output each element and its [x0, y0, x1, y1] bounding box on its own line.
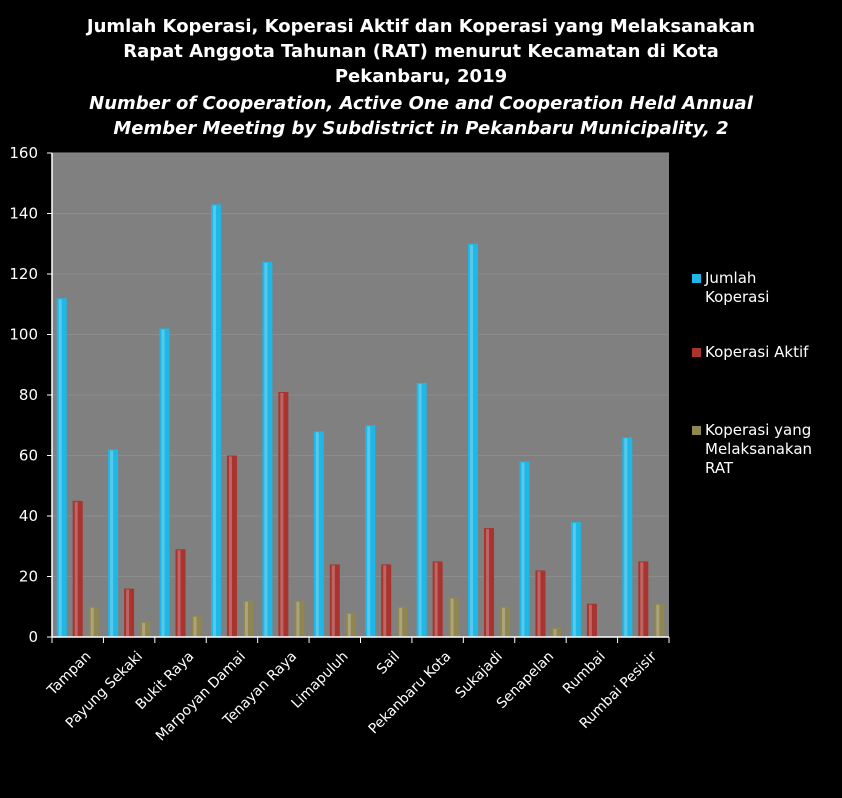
bar-koperasi-aktif-0 — [72, 500, 83, 637]
x-tick-label-8: Sukajadi — [453, 649, 506, 702]
bar-koperasi-yang-melaksanakan-rat-11 — [654, 603, 665, 637]
legend-label-0-line-1: Koperasi — [705, 288, 769, 306]
bar-koperasi-aktif-4 — [278, 391, 289, 637]
bar-koperasi-aktif-11 — [638, 561, 649, 637]
bar-koperasi-yang-melaksanakan-rat-8 — [500, 606, 511, 637]
legend-label-2-line-0: Koperasi yang — [705, 421, 811, 439]
bar-koperasi-aktif-7 — [432, 561, 443, 637]
bar-jumlah-koperasi-9 — [519, 461, 530, 637]
chart-title-line-2: Rapat Anggota Tahunan (RAT) menurut Keca… — [123, 41, 719, 62]
bar-jumlah-koperasi-0 — [56, 298, 67, 637]
y-tick-label-8: 160 — [9, 144, 38, 162]
y-tick-label-5: 100 — [9, 326, 38, 344]
bar-koperasi-yang-melaksanakan-rat-6 — [397, 606, 408, 637]
legend-label-2-line-2: RAT — [705, 459, 734, 477]
gridlines — [52, 152, 669, 577]
y-tick-label-2: 40 — [19, 507, 38, 525]
bar-koperasi-aktif-9 — [535, 570, 546, 637]
chart-title-line-3: Pekanbaru, 2019 — [335, 66, 507, 87]
bars — [56, 204, 665, 638]
x-tick-label-3: Marpoyan Damai — [153, 649, 249, 745]
bar-koperasi-yang-melaksanakan-rat-3 — [242, 600, 253, 637]
bar-koperasi-aktif-8 — [484, 528, 495, 637]
bar-jumlah-koperasi-2 — [159, 328, 170, 637]
y-tick-label-1: 20 — [19, 568, 38, 586]
legend-item-1: Koperasi Aktif — [692, 343, 809, 361]
legend-label-1-line-0: Koperasi Aktif — [705, 343, 809, 361]
legend-swatch-2 — [692, 426, 701, 435]
axes — [47, 152, 670, 643]
legend-label-2-line-1: Melaksanakan — [705, 440, 812, 458]
bar-jumlah-koperasi-8 — [468, 243, 479, 637]
bar-koperasi-yang-melaksanakan-rat-2 — [191, 615, 202, 637]
chart-subtitle-line-2: Member Meeting by Subdistrict in Pekanba… — [113, 118, 728, 139]
x-tick-label-10: Rumbai — [560, 649, 609, 698]
y-tick-labels: 0 20 40 60 80 100 120 140 160 — [9, 144, 38, 646]
bar-koperasi-aktif-2 — [175, 549, 186, 637]
bar-koperasi-aktif-3 — [226, 455, 237, 637]
bar-koperasi-yang-melaksanakan-rat-9 — [551, 627, 562, 637]
x-tick-label-6: Sail — [374, 649, 403, 678]
chart-subtitle-line-1: Number of Cooperation, Active One and Co… — [89, 93, 754, 114]
legend-swatch-1 — [692, 348, 701, 357]
y-tick-label-0: 0 — [28, 628, 38, 646]
bar-koperasi-aktif-6 — [381, 564, 392, 637]
bar-koperasi-yang-melaksanakan-rat-0 — [88, 606, 99, 637]
bar-jumlah-koperasi-7 — [416, 382, 427, 637]
chart-title-line-1: Jumlah Koperasi, Koperasi Aktif dan Kope… — [85, 16, 755, 37]
bar-jumlah-koperasi-4 — [262, 261, 273, 637]
chart-title-block: Jumlah Koperasi, Koperasi Aktif dan Kope… — [85, 16, 755, 139]
bar-koperasi-aktif-5 — [329, 564, 340, 637]
legend-label-0-line-0: Jumlah — [704, 269, 756, 287]
legend-swatch-0 — [692, 274, 701, 283]
bar-jumlah-koperasi-6 — [365, 425, 376, 637]
bar-jumlah-koperasi-10 — [570, 522, 581, 637]
y-tick-label-4: 80 — [19, 386, 38, 404]
bar-koperasi-yang-melaksanakan-rat-1 — [140, 621, 151, 637]
x-tick-label-0: Tampan — [44, 649, 95, 700]
y-tick-label-6: 120 — [9, 265, 38, 283]
bar-koperasi-yang-melaksanakan-rat-7 — [448, 597, 459, 637]
y-tick-label-3: 60 — [19, 447, 38, 465]
bar-koperasi-yang-melaksanakan-rat-4 — [294, 600, 305, 637]
bar-jumlah-koperasi-3 — [210, 204, 221, 638]
y-tick-label-7: 140 — [9, 205, 38, 223]
bar-koperasi-aktif-1 — [124, 588, 135, 637]
bar-jumlah-koperasi-11 — [622, 437, 633, 637]
bar-jumlah-koperasi-5 — [313, 431, 324, 637]
bar-koperasi-aktif-10 — [586, 603, 597, 637]
bar-jumlah-koperasi-1 — [108, 449, 119, 637]
bar-koperasi-yang-melaksanakan-rat-5 — [345, 612, 356, 637]
